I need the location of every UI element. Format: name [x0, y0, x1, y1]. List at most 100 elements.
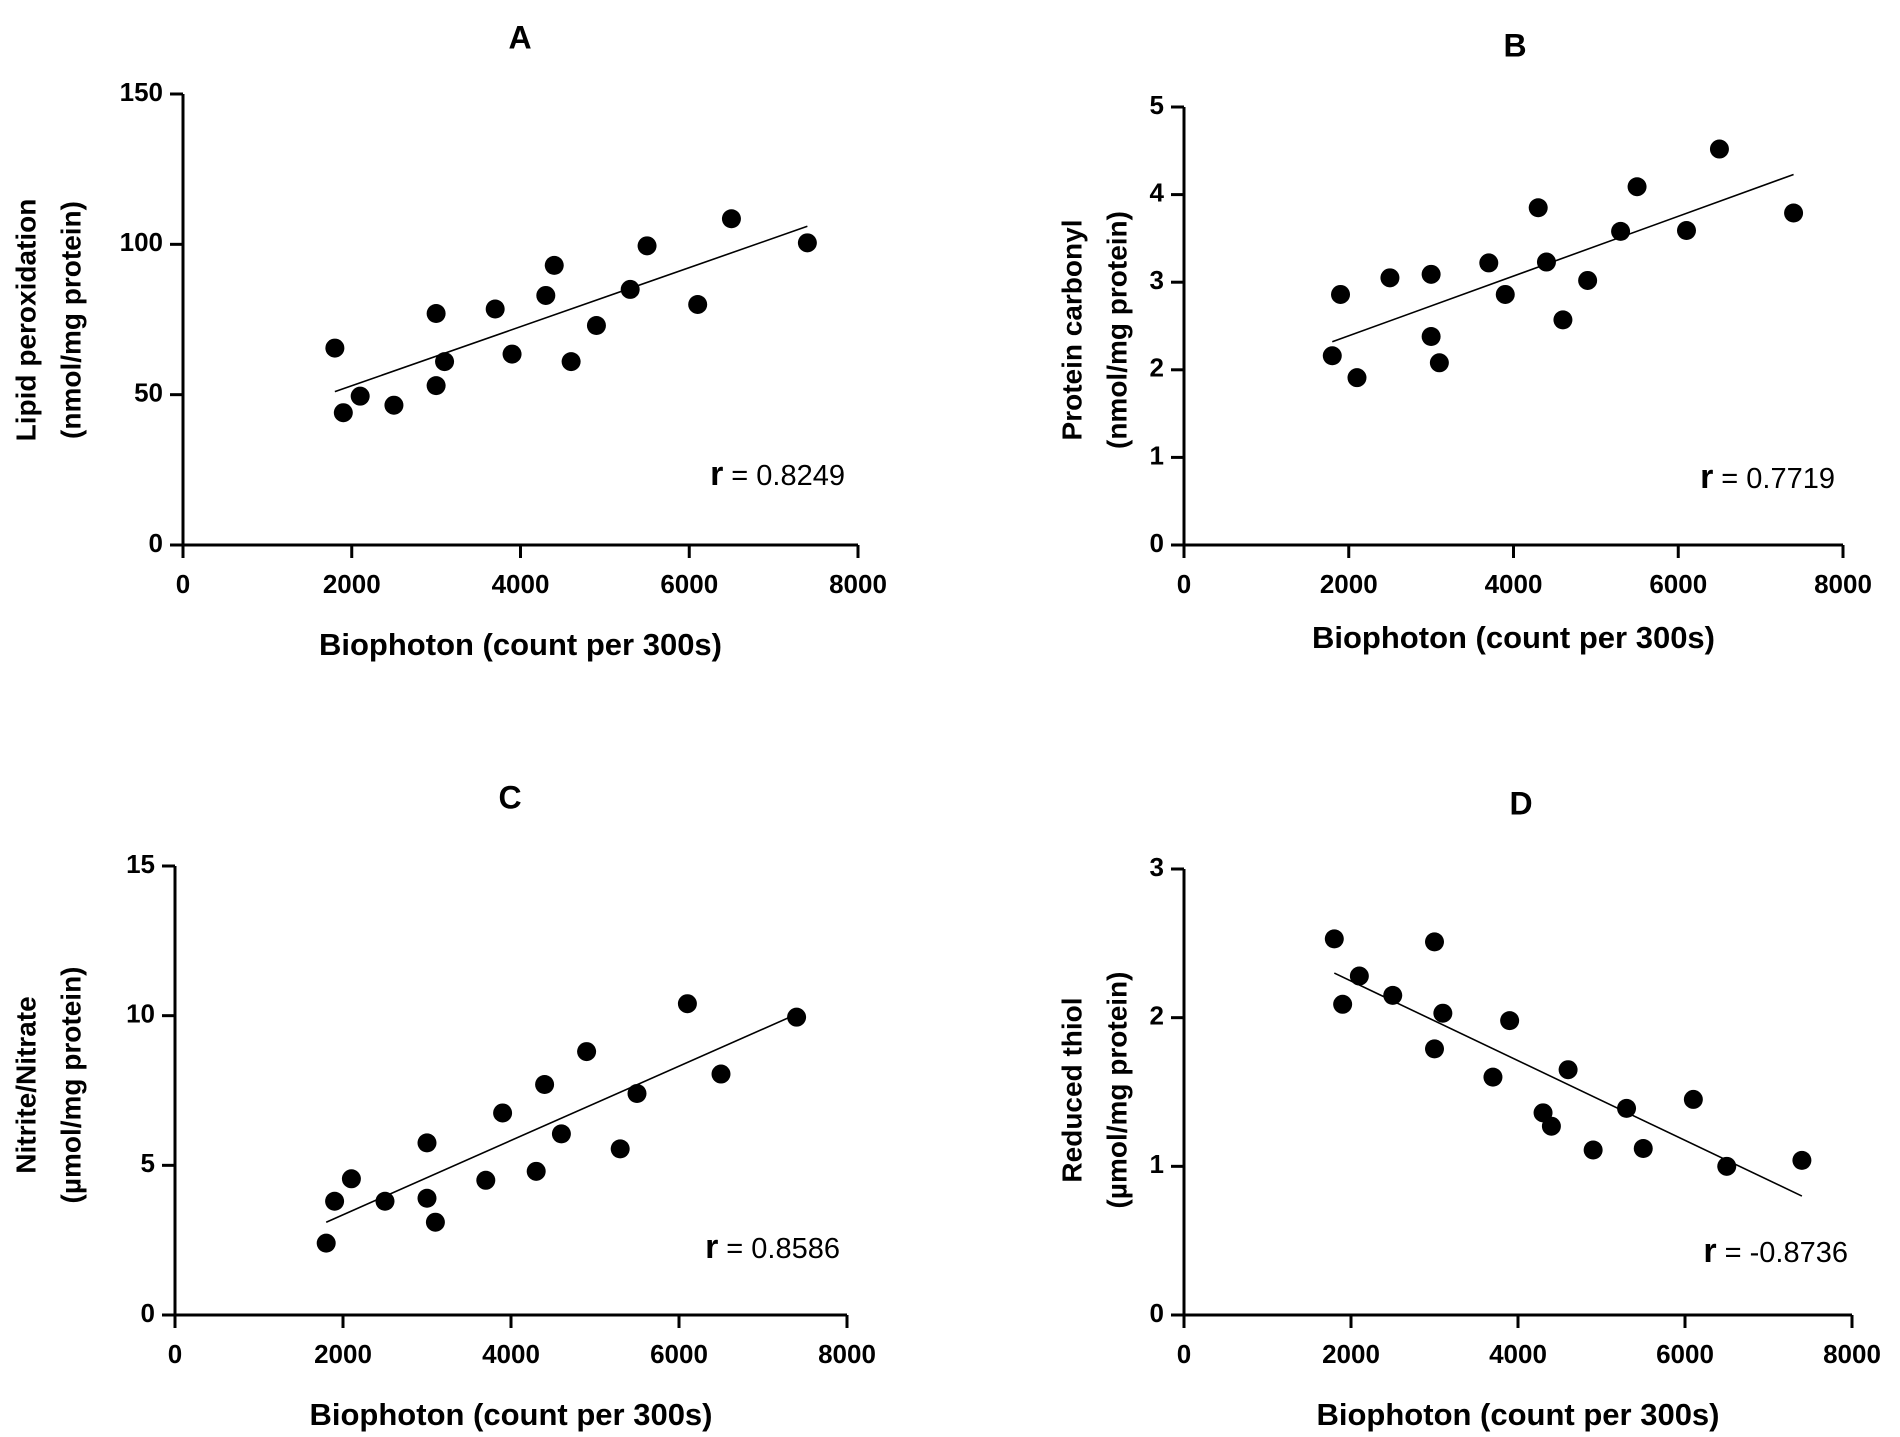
data-point	[586, 316, 606, 336]
y-tick-label: 3	[1150, 852, 1164, 882]
correlation-r-symbol: r	[705, 1228, 718, 1266]
data-point	[1611, 221, 1631, 241]
data-point	[1324, 929, 1344, 949]
x-tick-label: 6000	[1649, 569, 1707, 599]
data-point	[688, 294, 708, 314]
data-point	[1429, 353, 1449, 373]
data-point	[1627, 177, 1647, 197]
y-tick-label: 0	[1150, 1298, 1164, 1328]
chart-panel-b: B 0 1 2 3 4 5 0 2000 4000 6000 8000 Biophoton (count…	[1056, 27, 1872, 655]
data-point	[417, 1133, 437, 1153]
y-tick-label: 100	[120, 227, 163, 257]
correlation-r-symbol: r	[1700, 458, 1713, 496]
data-point	[1380, 268, 1400, 288]
x-tick-label: 0	[176, 569, 190, 599]
x-tick-label: 6000	[650, 1339, 708, 1369]
y-axis-label-line2: (µmol/mg protein)	[55, 966, 86, 1203]
y-axis-label-line2: (µmol/mg protein)	[1101, 971, 1132, 1208]
data-point	[426, 303, 446, 323]
data-point	[677, 994, 697, 1014]
data-point	[535, 1075, 555, 1095]
data-point	[561, 352, 581, 372]
x-tick-label: 0	[168, 1339, 182, 1369]
x-tick-label: 8000	[829, 569, 887, 599]
x-axis-label: Biophoton (count per 300s)	[1317, 1397, 1720, 1432]
data-point	[1541, 1116, 1561, 1136]
data-point	[1784, 203, 1804, 223]
regression-line	[334, 225, 808, 393]
data-point	[325, 338, 345, 358]
x-tick-label: 0	[1177, 569, 1191, 599]
data-point	[1717, 1156, 1737, 1176]
panel-title: B	[1503, 27, 1526, 63]
data-point	[637, 236, 657, 256]
y-axis-label-line1: Lipid peroxidation	[10, 199, 41, 442]
data-point	[551, 1124, 571, 1144]
data-point	[1583, 1140, 1603, 1160]
x-axis-label: Biophoton (count per 300s)	[310, 1397, 713, 1432]
correlation-label: r = 0.8249	[710, 455, 845, 493]
data-point	[1383, 985, 1403, 1005]
data-point	[333, 403, 353, 423]
y-tick-label: 0	[149, 528, 163, 558]
data-point	[1578, 270, 1598, 290]
y-tick-label: 2	[1150, 1001, 1164, 1031]
data-point	[375, 1191, 395, 1211]
x-tick-label: 4000	[492, 569, 550, 599]
data-point	[577, 1042, 597, 1062]
y-tick-label: 0	[141, 1298, 155, 1328]
correlation-label: r = 0.8586	[705, 1228, 840, 1266]
y-tick-label: 15	[126, 849, 155, 879]
x-tick-label: 2000	[1322, 1339, 1380, 1369]
data-point	[627, 1083, 647, 1103]
data-point	[1333, 994, 1353, 1014]
data-point	[316, 1233, 336, 1253]
data-point	[435, 352, 455, 372]
y-tick-label: 3	[1150, 265, 1164, 295]
x-tick-label: 8000	[1814, 569, 1872, 599]
data-point	[426, 376, 446, 396]
x-tick-label: 6000	[660, 569, 718, 599]
data-point	[1322, 346, 1342, 366]
x-axis-label: Biophoton (count per 300s)	[1312, 620, 1715, 655]
x-tick-label: 4000	[1489, 1339, 1547, 1369]
data-point	[1553, 310, 1573, 330]
panel-title: A	[508, 19, 531, 55]
data-point	[502, 344, 522, 364]
regression-line	[1332, 173, 1794, 343]
chart-panel-d: D 0 1 2 3 0 2000 4000 6000 8000 Biophoton (count p…	[1056, 785, 1881, 1432]
data-point	[1425, 932, 1444, 952]
y-tick-label: 50	[134, 378, 163, 408]
x-axis-label: Biophoton (count per 300s)	[319, 627, 722, 662]
correlation-value: = -0.8736	[1725, 1237, 1848, 1269]
data-point	[1792, 1150, 1812, 1170]
data-point	[1536, 252, 1556, 272]
data-point	[711, 1064, 731, 1084]
x-tick-label: 6000	[1656, 1339, 1714, 1369]
data-point	[1479, 253, 1499, 273]
data-point	[1495, 284, 1515, 304]
y-tick-label: 150	[120, 77, 163, 107]
data-point	[1421, 327, 1441, 347]
data-point	[526, 1161, 546, 1181]
y-tick-label: 4	[1150, 177, 1165, 207]
correlation-label: r = -0.8736	[1703, 1232, 1848, 1270]
regression-line	[325, 1013, 797, 1223]
panel-title: C	[498, 779, 521, 815]
data-point	[1617, 1098, 1637, 1118]
data-point	[384, 395, 404, 415]
data-point	[721, 209, 741, 229]
data-point	[544, 255, 564, 275]
data-point	[1425, 1039, 1444, 1059]
data-point	[1528, 198, 1548, 218]
correlation-value: = 0.8249	[731, 460, 845, 492]
data-point	[1331, 284, 1351, 304]
data-point	[536, 285, 556, 305]
x-tick-label: 0	[1177, 1339, 1191, 1369]
data-point	[417, 1188, 437, 1208]
correlation-label: r = 0.7719	[1700, 458, 1835, 496]
x-tick-label: 2000	[1320, 569, 1378, 599]
x-tick-label: 2000	[323, 569, 381, 599]
data-point	[610, 1139, 630, 1159]
data-point	[1709, 139, 1729, 159]
